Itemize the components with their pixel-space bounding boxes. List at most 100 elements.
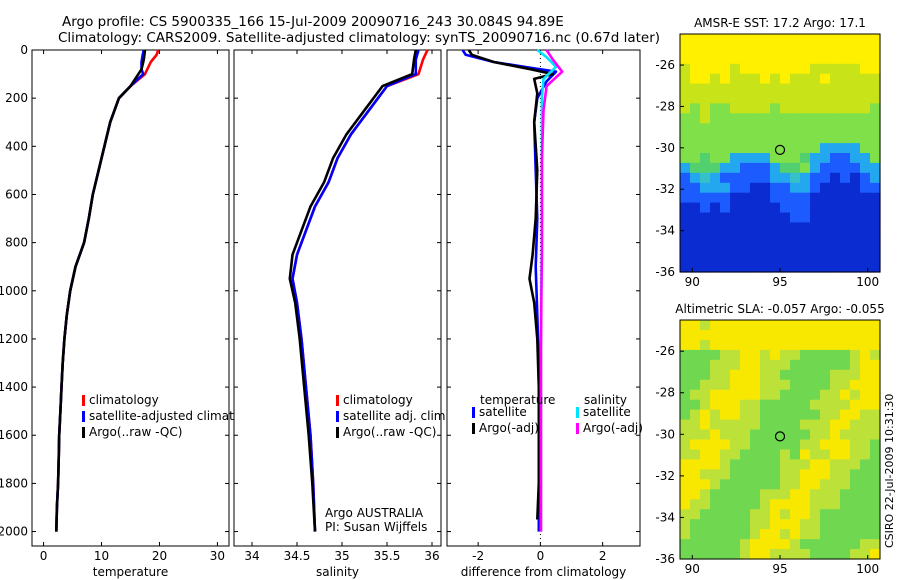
sst_map-cell: [690, 182, 701, 194]
sla_map-cell: [820, 399, 831, 411]
sst_map-cell: [840, 212, 851, 223]
sst_map-cell: [710, 262, 721, 273]
sst_map-cell: [850, 172, 861, 184]
sst_map-cell: [850, 63, 861, 75]
sla_map-cell: [790, 469, 801, 480]
difference-legend-heading-temperature: temperature: [480, 393, 555, 407]
sst_map-cell: [810, 192, 821, 204]
sla_map-cell: [710, 429, 721, 441]
sla_map-cell: [740, 539, 751, 550]
sst_map-cell: [790, 242, 801, 253]
sla_map-cell: [800, 479, 811, 490]
sla_map-cell: [790, 479, 801, 490]
sst_map-cell: [820, 162, 831, 174]
sst_map-cell: [680, 103, 691, 114]
sla_map-cell: [860, 539, 871, 550]
sst_map-cell: [710, 83, 721, 95]
sst_map-cell: [840, 172, 851, 184]
sla_map-cell: [690, 369, 701, 381]
sla_map-cell: [800, 419, 811, 431]
sst_map-cell: [720, 133, 731, 144]
sst_map-cell: [690, 162, 701, 174]
sst_map-cell: [730, 182, 741, 194]
sst_map-cell: [680, 242, 691, 253]
sst_map-cell: [740, 162, 751, 174]
difference-temperature-legend-swatch: [472, 407, 475, 418]
sst_map-cell: [790, 63, 801, 75]
sla_map-cell: [690, 489, 701, 500]
sst_map-cell: [870, 73, 881, 85]
sst_map-cell: [790, 252, 801, 263]
sla_map-cell: [790, 519, 801, 530]
sst_map-cell: [840, 252, 851, 263]
sst_map-cell: [740, 242, 751, 253]
sst_map-cell: [790, 153, 801, 164]
sst_map-cell: [760, 103, 771, 114]
sst_map-cell: [850, 202, 861, 214]
sla_map-cell: [750, 549, 761, 560]
sst_map-cell: [810, 83, 821, 95]
sst_map-cell: [680, 93, 691, 104]
sla_map-cell: [750, 499, 761, 510]
sla_map-cell: [720, 359, 731, 371]
sst_map-cell: [750, 212, 761, 223]
sla_map-cell: [720, 409, 731, 421]
sst_map-cell: [760, 153, 771, 164]
sla_map-cell: [700, 449, 711, 461]
sla_map-cell: [780, 359, 791, 371]
sla_map-cell: [710, 409, 721, 421]
sla_map-cell: [770, 479, 781, 490]
sla_map-cell: [820, 330, 831, 341]
sla_map-cell: [680, 429, 691, 441]
temperature-xtick-label: 0: [40, 549, 48, 563]
sla_map-cell: [740, 479, 751, 490]
salinity-xtick-label: 34.5: [284, 549, 311, 563]
sst_map-cell: [830, 202, 841, 214]
sst_map-cell: [720, 212, 731, 223]
sst_map-cell: [850, 162, 861, 174]
sla_map-cell: [870, 409, 881, 421]
sst_map-cell: [840, 202, 851, 214]
sla_map-cell: [830, 509, 841, 520]
sst_map-cell: [820, 63, 831, 75]
sla_map-cell: [780, 489, 791, 500]
sla_map-cell: [700, 519, 711, 530]
sst_map-cell: [810, 53, 821, 65]
sst_map-cell: [740, 103, 751, 114]
sst_map-cell: [760, 53, 771, 65]
sst_map-cell: [690, 232, 701, 243]
sst_map-cell: [730, 113, 741, 124]
sla_map-cell: [680, 549, 691, 560]
sst_map-cell: [810, 143, 821, 154]
sla_map-cell: [720, 449, 731, 461]
sst_map-cell: [750, 73, 761, 85]
sst_map-cell: [770, 34, 781, 45]
sla_map-cell: [830, 379, 841, 391]
sst_map-cell: [850, 252, 861, 263]
sla_map-cell: [700, 479, 711, 490]
sla_map-cell: [740, 379, 751, 391]
sst_map-cell: [840, 153, 851, 164]
sla_map-cell: [720, 479, 731, 490]
sst_map-cell: [720, 53, 731, 65]
sla_map-cell: [690, 339, 701, 351]
sst_map-cell: [740, 153, 751, 164]
sla_map-cell: [800, 320, 811, 331]
sst_map-cell: [730, 192, 741, 204]
sst_map-cell: [800, 202, 811, 214]
sst_map-cell: [790, 43, 801, 55]
sla_map-cell: [860, 459, 871, 470]
sla_map-cell: [790, 409, 801, 421]
sla_map-cell: [840, 549, 851, 560]
sla_map-cell: [790, 419, 801, 431]
salinity-xtick-label: 35.5: [374, 549, 401, 563]
sst_map-cell: [690, 192, 701, 204]
sla_map-cell: [850, 359, 861, 371]
sla_map-cell: [860, 469, 871, 480]
sst_map-cell: [810, 162, 821, 174]
sla_map-cell: [870, 379, 881, 391]
sst_map-cell: [850, 73, 861, 85]
sst_map-cell: [800, 252, 811, 263]
sla_map-cell: [860, 359, 871, 371]
sst_map-cell: [680, 212, 691, 223]
